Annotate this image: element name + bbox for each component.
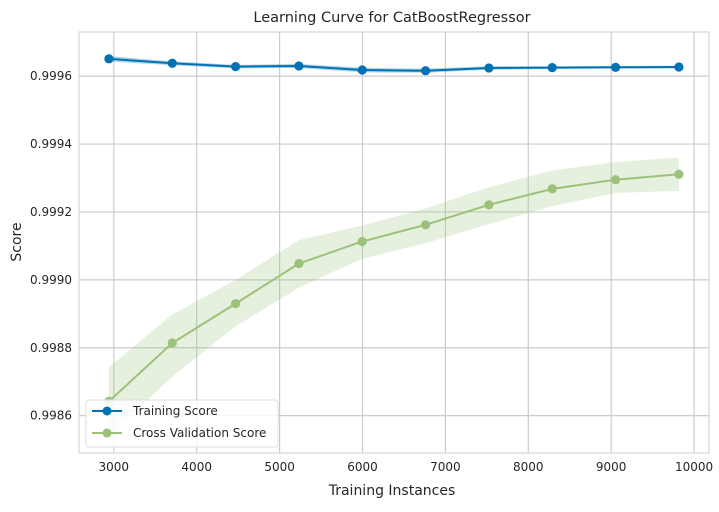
series-0-point [167, 58, 177, 68]
series-0-point [357, 65, 367, 75]
series-0-point [674, 62, 684, 72]
series-0-point [294, 61, 304, 71]
series-0-point [104, 54, 114, 64]
series-1-point [294, 258, 304, 269]
series-0-point [610, 62, 621, 72]
series-1-band [108, 157, 679, 437]
plot-area [78, 31, 710, 454]
x-tick-label: 9000 [596, 460, 627, 474]
x-tick-label: 6000 [347, 460, 378, 474]
chart-title: Learning Curve for CatBoostRegressor [253, 10, 530, 26]
series-1-point [674, 169, 684, 179]
y-tick-label: 0.9990 [30, 273, 72, 287]
series-1-point [610, 175, 621, 185]
x-tick-label: 5000 [264, 460, 295, 474]
legend-training-marker [102, 406, 112, 416]
y-axis-label: Score [9, 222, 25, 261]
legend: Training Score Cross Validation Score [85, 399, 279, 448]
y-tick-label: 0.9996 [30, 69, 72, 83]
series-1-point [484, 200, 494, 210]
series-0-point [484, 63, 494, 73]
series-0-point [547, 63, 557, 73]
y-tick-label: 0.9986 [30, 409, 72, 423]
series-1-line [108, 173, 679, 403]
series-1-point [547, 184, 557, 194]
x-tick-label: 4000 [181, 460, 212, 474]
y-tick-label: 0.9994 [30, 137, 72, 151]
x-tick-label: 3000 [99, 460, 130, 474]
x-axis-label: Training Instances [328, 483, 456, 499]
legend-box [85, 399, 279, 448]
series-1-point [420, 220, 431, 230]
y-tick-label: 0.9988 [30, 341, 72, 355]
series-0-point [420, 66, 431, 76]
tick-layer: 3000 4000 5000 6000 7000 8000 9000 10000 0.9986 0… [30, 69, 713, 474]
legend-training-label: Training Score [132, 404, 218, 418]
x-tick-label: 7000 [430, 460, 461, 474]
line-layer [104, 54, 684, 406]
legend-cv-label: Cross Validation Score [133, 426, 266, 440]
y-tick-label: 0.9992 [30, 205, 72, 219]
x-tick-label: 8000 [513, 460, 544, 474]
series-0-point [230, 62, 241, 72]
series-1-point [230, 299, 241, 309]
series-1-point [167, 338, 177, 348]
x-tick-label: 10000 [675, 460, 713, 474]
series-1-point [357, 236, 367, 247]
series-0-line [108, 57, 679, 72]
legend-cv-marker [102, 428, 112, 438]
